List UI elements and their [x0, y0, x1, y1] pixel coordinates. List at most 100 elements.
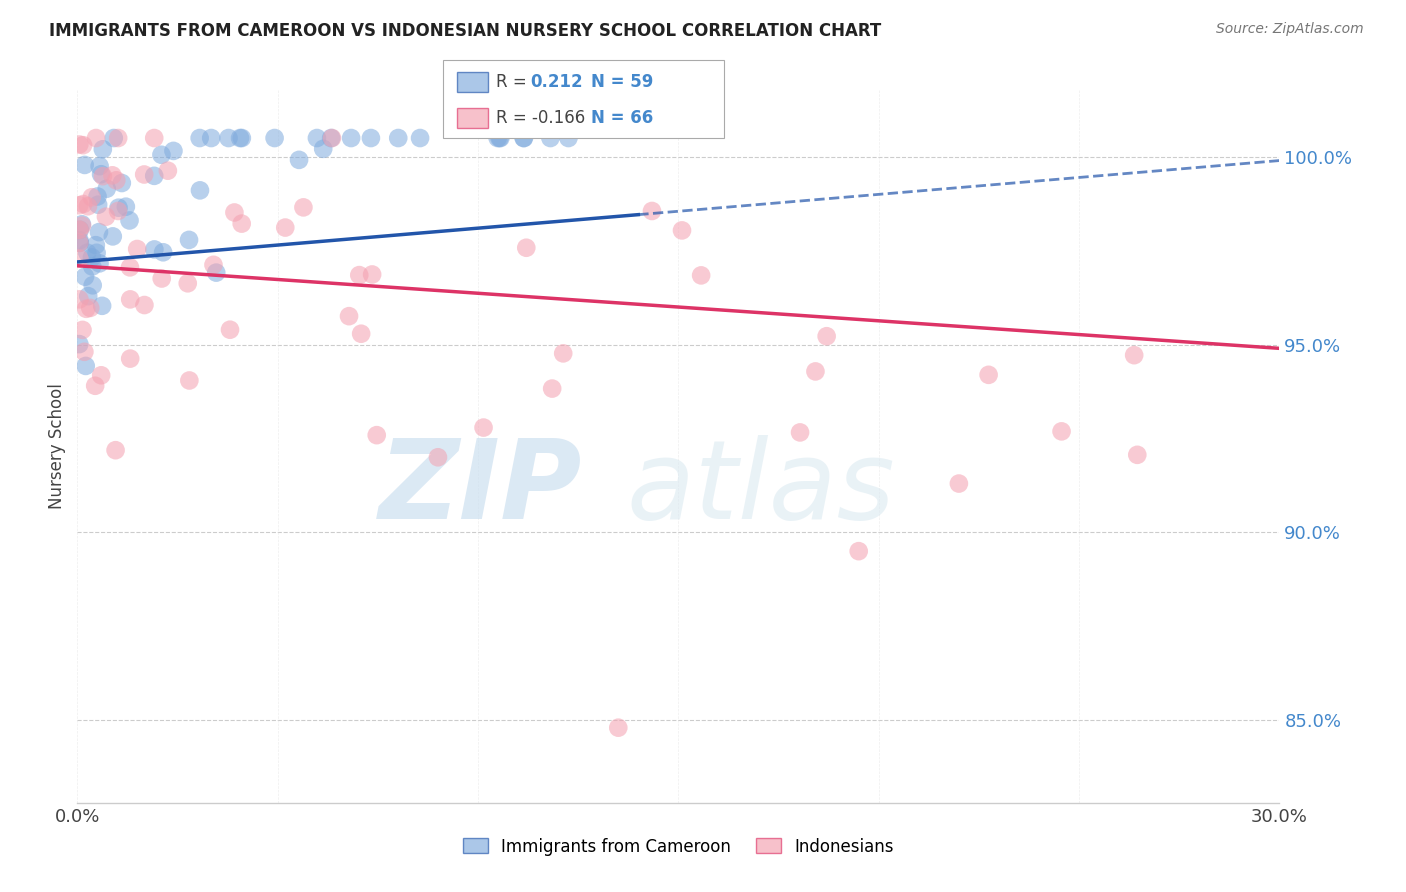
Point	[162, 144, 184, 158]
Point	[134, 298, 156, 312]
Point	[350, 326, 373, 341]
Text: IMMIGRANTS FROM CAMEROON VS INDONESIAN NURSERY SCHOOL CORRELATION CHART: IMMIGRANTS FROM CAMEROON VS INDONESIAN N…	[49, 22, 882, 40]
Point	[427, 450, 450, 465]
Point	[72, 138, 94, 153]
Text: atlas: atlas	[626, 435, 894, 542]
Point	[349, 268, 371, 282]
Point	[1050, 425, 1073, 439]
Point	[67, 137, 90, 152]
Point	[337, 309, 360, 323]
Point	[200, 131, 222, 145]
Point	[104, 443, 127, 458]
Point	[89, 159, 111, 173]
Point	[360, 131, 382, 145]
Point	[557, 131, 579, 145]
Point	[75, 301, 97, 316]
Point	[127, 242, 149, 256]
Point	[486, 131, 509, 145]
Point	[77, 289, 100, 303]
Point	[103, 131, 125, 145]
Point	[274, 220, 297, 235]
Point	[553, 346, 575, 360]
Point	[815, 329, 838, 343]
Point	[77, 199, 100, 213]
Point	[96, 182, 118, 196]
Point	[179, 374, 201, 388]
Point	[67, 337, 90, 351]
Point	[107, 201, 129, 215]
Point	[111, 176, 134, 190]
Point	[1126, 448, 1149, 462]
Point	[73, 158, 96, 172]
Point	[513, 131, 536, 145]
Point	[150, 271, 173, 285]
Point	[515, 241, 537, 255]
Point	[177, 233, 200, 247]
Point	[366, 428, 388, 442]
Point	[472, 420, 495, 434]
Point	[67, 235, 90, 250]
Point	[489, 131, 512, 145]
Point	[538, 131, 561, 145]
Point	[150, 148, 173, 162]
Text: N = 59: N = 59	[591, 73, 652, 91]
Point	[177, 277, 200, 291]
Point	[84, 131, 107, 145]
Point	[107, 204, 129, 219]
Point	[229, 131, 252, 145]
Point	[205, 266, 228, 280]
Point	[73, 269, 96, 284]
Point	[120, 293, 142, 307]
Point	[80, 251, 103, 265]
Point	[87, 225, 110, 239]
Legend: Immigrants from Cameroon, Indonesians: Immigrants from Cameroon, Indonesians	[456, 831, 901, 863]
Point	[69, 223, 91, 237]
Point	[67, 252, 90, 266]
Point	[848, 544, 870, 558]
Point	[361, 268, 384, 282]
Point	[105, 173, 128, 187]
Point	[67, 293, 90, 307]
Point	[73, 344, 96, 359]
Point	[143, 169, 166, 183]
Point	[292, 200, 315, 214]
Point	[607, 721, 630, 735]
Point	[70, 219, 93, 233]
Point	[115, 200, 138, 214]
Point	[120, 351, 142, 366]
Point	[89, 256, 111, 270]
Text: R = -0.166: R = -0.166	[496, 109, 585, 127]
Point	[219, 323, 242, 337]
Point	[143, 243, 166, 257]
Point	[387, 131, 409, 145]
Point	[188, 131, 211, 145]
Point	[156, 163, 179, 178]
Text: Source: ZipAtlas.com: Source: ZipAtlas.com	[1216, 22, 1364, 37]
Point	[488, 131, 510, 145]
Text: ZIP: ZIP	[378, 435, 582, 542]
Point	[72, 197, 94, 211]
Point	[67, 198, 90, 212]
Point	[305, 131, 328, 145]
Point	[288, 153, 311, 167]
Point	[107, 131, 129, 145]
Point	[67, 223, 90, 237]
Point	[1123, 348, 1146, 362]
Point	[690, 268, 713, 283]
Point	[70, 217, 93, 231]
Point	[263, 131, 285, 145]
Point	[409, 131, 432, 145]
Point	[671, 223, 693, 237]
Point	[312, 142, 335, 156]
Point	[75, 359, 97, 373]
Point	[188, 183, 211, 197]
Point	[101, 229, 124, 244]
Point	[91, 142, 114, 156]
Point	[86, 245, 108, 260]
Point	[87, 197, 110, 211]
Point	[82, 260, 104, 274]
Point	[134, 168, 156, 182]
Point	[321, 131, 343, 145]
Point	[143, 131, 166, 145]
Point	[79, 301, 101, 315]
